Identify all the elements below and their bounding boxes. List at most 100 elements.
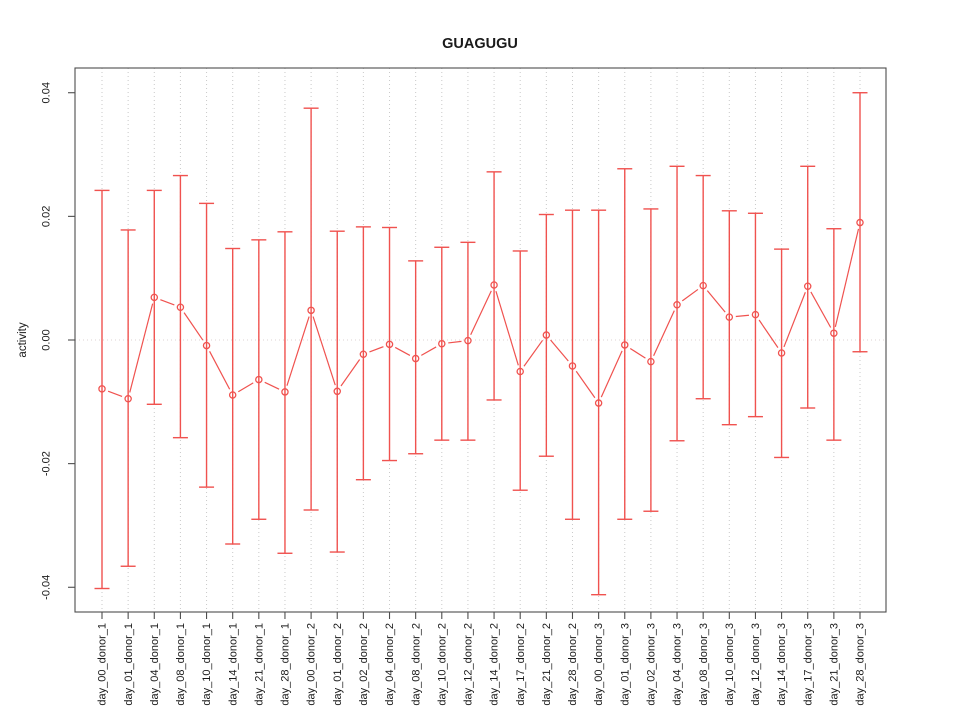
data-point xyxy=(464,336,472,345)
series-line-segment xyxy=(523,339,544,367)
chart-title: GUAGUGU xyxy=(442,36,518,52)
series-line-segment xyxy=(706,290,726,313)
y-tick-label: 0.02 xyxy=(41,206,53,227)
data-point xyxy=(490,281,498,289)
y-tick-label: 0.00 xyxy=(41,329,53,350)
x-tick-label: day_10_donor_2 xyxy=(436,623,448,706)
x-tick-label: day_17_donor_2 xyxy=(515,623,527,706)
series-line-segment xyxy=(810,291,832,328)
data-point xyxy=(568,362,577,370)
x-tick-label: day_04_donor_3 xyxy=(672,623,684,706)
data-point xyxy=(307,306,315,315)
data-point xyxy=(228,391,237,399)
data-point xyxy=(830,329,838,337)
series-line-segment xyxy=(600,350,623,398)
x-tick-label: day_01_donor_2 xyxy=(332,623,344,706)
x-tick-label: day_02_donor_3 xyxy=(646,623,658,706)
x-tick-label: day_14_donor_3 xyxy=(776,623,788,706)
series-line-segment xyxy=(369,346,384,353)
plot-area: -0.04 -0.02 0.00 0.02 0.04 day_00_donor_1 day_… xyxy=(41,67,887,706)
series-line-segment xyxy=(340,359,361,387)
x-tick-label: day_10_donor_1 xyxy=(201,623,213,706)
series-line-segment xyxy=(209,351,231,390)
series-line-segment xyxy=(550,339,569,362)
data-point xyxy=(150,293,159,302)
x-tick-label: day_12_donor_2 xyxy=(463,623,475,706)
data-point xyxy=(856,218,864,227)
x-tick-label: day_04_donor_1 xyxy=(149,623,161,706)
series-line-segment xyxy=(470,290,492,335)
series-line-segment xyxy=(183,312,204,341)
y-tick-label: 0.04 xyxy=(41,82,53,103)
data-point xyxy=(411,354,420,363)
series-line-segment xyxy=(681,288,699,302)
data-point xyxy=(359,350,368,358)
series-line-segment xyxy=(448,340,462,344)
data-point xyxy=(751,310,760,319)
y-axis-label: activity xyxy=(17,322,29,357)
x-tick-label: day_08_donor_2 xyxy=(410,623,422,706)
x-tick-label: day_21_donor_2 xyxy=(541,623,553,706)
data-point xyxy=(621,341,629,349)
data-point xyxy=(777,349,786,357)
data-point xyxy=(333,387,341,396)
data-point xyxy=(725,313,734,321)
y-tick-label: -0.02 xyxy=(41,451,53,476)
x-tick-label: day_12_donor_3 xyxy=(750,623,762,706)
series-line-segment xyxy=(421,346,437,356)
series-line-segment xyxy=(653,310,675,356)
data-point xyxy=(385,340,394,349)
data-point xyxy=(516,367,524,376)
x-tick-label: day_21_donor_3 xyxy=(828,623,840,706)
x-tick-label: day_01_donor_1 xyxy=(123,623,135,706)
series-line-segment xyxy=(758,319,779,348)
data-point xyxy=(281,388,289,396)
series-line-segment xyxy=(575,370,596,399)
data-point xyxy=(255,375,263,384)
series-line-segment xyxy=(237,382,254,393)
series-line-segment xyxy=(286,316,310,386)
series-line-segment xyxy=(312,316,336,386)
x-tick-label: day_04_donor_2 xyxy=(384,623,396,706)
x-tick-label: day_21_donor_1 xyxy=(253,623,265,706)
plot-border xyxy=(74,67,887,613)
series-line-segment xyxy=(107,390,123,397)
series-line-segment xyxy=(264,381,280,390)
x-tick-label: day_28_donor_2 xyxy=(567,623,579,706)
data-point xyxy=(647,357,655,366)
series-line-segment xyxy=(783,292,806,348)
x-tick-label: day_02_donor_2 xyxy=(358,623,370,706)
series-line-segment xyxy=(834,228,860,328)
data-point xyxy=(673,301,681,309)
data-point xyxy=(594,399,603,407)
x-tick-label: day_00_donor_1 xyxy=(97,623,109,706)
series-line-segment xyxy=(394,346,411,356)
x-tick-label: day_28_donor_3 xyxy=(855,623,867,706)
x-tick-label: day_01_donor_3 xyxy=(619,623,631,706)
data-point xyxy=(202,341,211,350)
data-point xyxy=(542,331,551,339)
x-tick-label: day_28_donor_1 xyxy=(280,623,292,706)
x-tick-label: day_00_donor_2 xyxy=(306,623,318,706)
x-tick-label: day_08_donor_1 xyxy=(175,623,187,706)
series-line-segment xyxy=(129,303,154,393)
data-point xyxy=(699,281,707,290)
x-tick-label: day_10_donor_3 xyxy=(724,623,736,706)
data-point xyxy=(98,385,106,393)
x-tick-label: day_14_donor_2 xyxy=(489,623,501,706)
data-point xyxy=(438,339,446,348)
series-line-segment xyxy=(629,347,646,359)
data-point xyxy=(176,303,185,311)
series-line-segment xyxy=(160,299,175,306)
data-point xyxy=(803,282,812,290)
x-tick-label: day_14_donor_1 xyxy=(227,623,239,706)
y-tick-label: -0.04 xyxy=(41,575,53,600)
series-line-segment xyxy=(495,291,519,366)
x-tick-label: day_17_donor_3 xyxy=(802,623,814,706)
series-line-segment xyxy=(735,314,750,318)
data-point xyxy=(124,394,132,403)
x-tick-label: day_00_donor_3 xyxy=(593,623,605,706)
x-tick-label: day_08_donor_3 xyxy=(698,623,710,706)
